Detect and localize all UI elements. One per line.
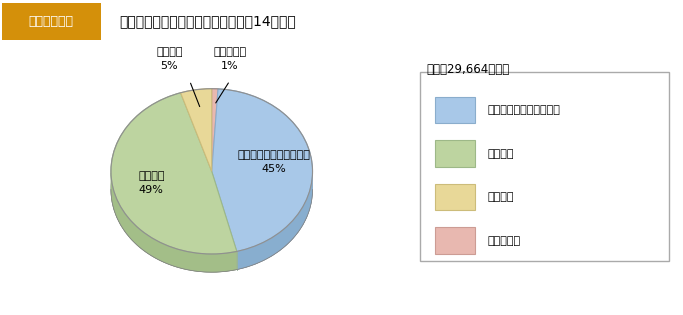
Ellipse shape: [111, 107, 313, 272]
Polygon shape: [180, 89, 212, 171]
Polygon shape: [111, 173, 237, 272]
Text: 緊急無償
5%: 緊急無償 5%: [156, 47, 182, 71]
Text: 草の根無償
1%: 草の根無償 1%: [213, 47, 247, 71]
Polygon shape: [212, 89, 313, 251]
FancyBboxPatch shape: [435, 227, 475, 254]
FancyBboxPatch shape: [435, 184, 475, 210]
Polygon shape: [111, 93, 237, 254]
Text: 総額：29,664百万円: 総額：29,664百万円: [427, 63, 510, 76]
Text: 草の根無償: 草の根無償: [488, 236, 520, 246]
FancyBboxPatch shape: [2, 3, 101, 40]
FancyBboxPatch shape: [435, 97, 475, 123]
Text: 一般プロジェクト無償等
45%: 一般プロジェクト無償等 45%: [238, 150, 311, 174]
Text: 緊急無償: 緊急無償: [488, 192, 514, 202]
Polygon shape: [237, 176, 312, 270]
Text: 防災関係無償資金協力の内訳（平成14年度）: 防災関係無償資金協力の内訳（平成14年度）: [120, 14, 296, 28]
Text: 図４－２－２: 図４－２－２: [29, 15, 74, 28]
FancyBboxPatch shape: [420, 72, 669, 261]
Text: 食糧援助
49%: 食糧援助 49%: [138, 171, 165, 195]
Text: 一般プロジェクト無償等: 一般プロジェクト無償等: [488, 105, 560, 115]
Polygon shape: [212, 89, 218, 171]
Text: 食糧援助: 食糧援助: [488, 149, 514, 159]
FancyBboxPatch shape: [435, 140, 475, 167]
